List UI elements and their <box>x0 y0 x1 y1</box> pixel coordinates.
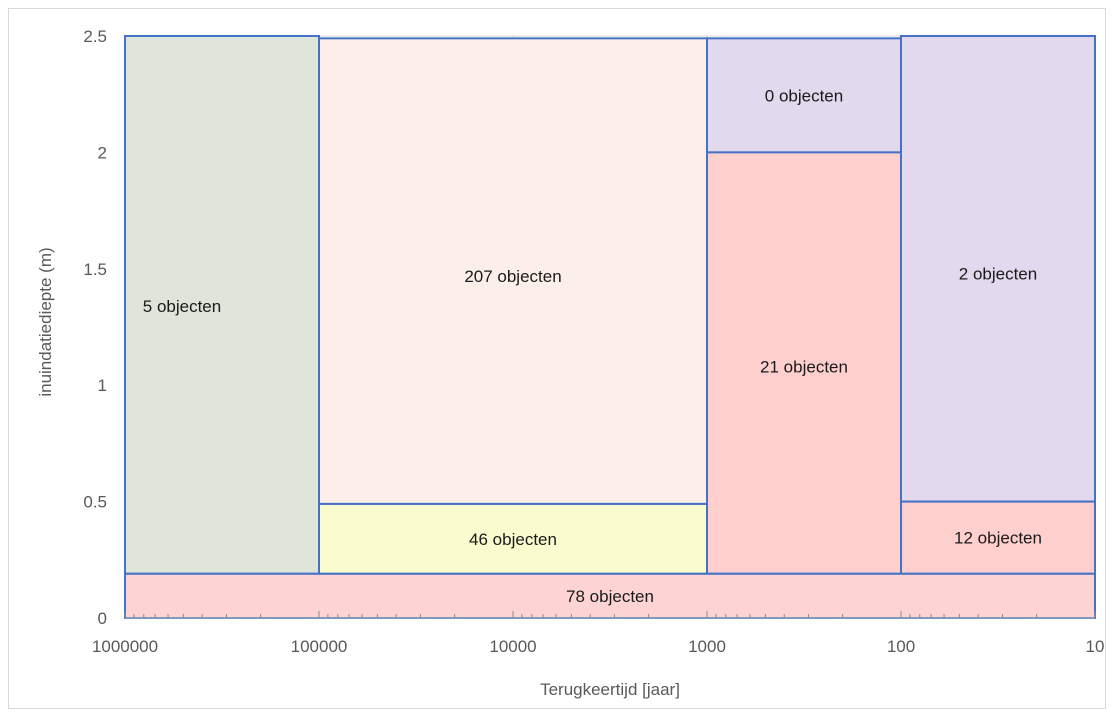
region-label: 12 objecten <box>954 529 1042 548</box>
chart-frame: 1000000 100000 10000 1000 100 10 0 0.5 1 1.5 2 2.5 … <box>8 8 1106 709</box>
region-labels: 5 objecten 207 objecten 46 objecten 0 objec… <box>143 86 1042 606</box>
x-tick-label: 1000000 <box>92 637 158 656</box>
region-4 <box>706 151 902 575</box>
y-tick-label: 0 <box>98 609 107 628</box>
region-label: 207 objecten <box>464 267 561 286</box>
region-7 <box>124 572 1096 620</box>
x-tick-label: 1000 <box>688 637 726 656</box>
region-label: 5 objecten <box>143 297 221 316</box>
region-5 <box>900 35 1096 503</box>
x-tick-label: 100000 <box>291 637 348 656</box>
x-tick-label: 10 <box>1086 637 1105 656</box>
region-6 <box>900 500 1096 575</box>
region-chart: 1000000 100000 10000 1000 100 1000.511.522.5 … <box>36 27 1104 699</box>
y-tick-label: 1.5 <box>83 260 107 279</box>
y-tick-label: 2 <box>98 143 107 162</box>
x-tick-label: 100 <box>887 637 915 656</box>
x-axis-title: Terugkeertijd [jaar] <box>540 680 680 699</box>
x-tick-label: 10000 <box>489 637 536 656</box>
region-label: 2 objecten <box>959 264 1037 283</box>
region-label: 46 objecten <box>469 530 557 549</box>
region-label: 78 objecten <box>566 587 654 606</box>
region-0 <box>124 35 320 575</box>
region-3 <box>706 37 902 154</box>
y-tick-label: 1 <box>98 376 107 395</box>
regions <box>124 35 1096 620</box>
region-1 <box>318 37 708 505</box>
y-axis-title: inuindatiediepte (m) <box>36 247 55 396</box>
axes: 1000000 100000 10000 1000 100 1000.511.522.5 <box>83 27 1104 656</box>
y-tick-label: 2.5 <box>83 27 107 46</box>
region-label: 0 objecten <box>765 86 843 105</box>
region-label: 21 objecten <box>760 358 848 377</box>
y-tick-label: 0.5 <box>83 493 107 512</box>
